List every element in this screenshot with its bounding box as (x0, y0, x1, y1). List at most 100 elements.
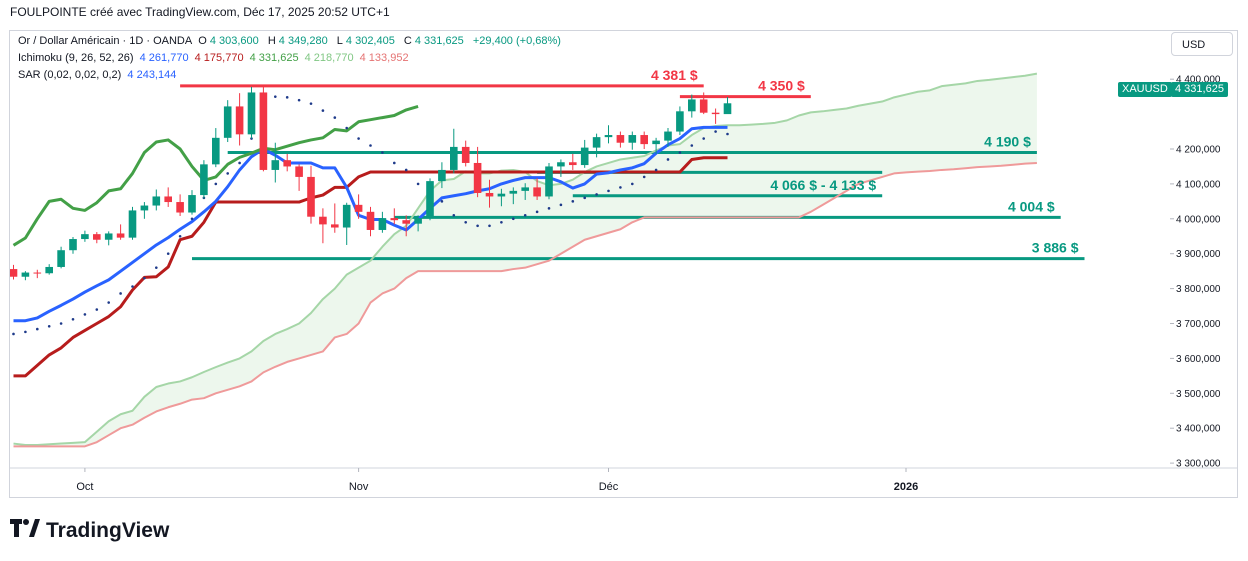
candle-body (354, 204, 363, 212)
symbol-name[interactable]: Or / Dollar Américain · 1D · OANDA (18, 35, 193, 47)
candle-body (235, 106, 244, 135)
candle-body (152, 196, 161, 206)
candle-body (10, 269, 18, 277)
y-tick-label: 4 100,000 (1176, 179, 1221, 190)
sar-dot (155, 266, 158, 269)
sar-dot (238, 161, 241, 165)
sar-dot (309, 102, 313, 105)
y-tick-label: 3 400,000 (1176, 424, 1221, 435)
candle-body (57, 250, 65, 267)
candle-body (711, 112, 720, 115)
ichimoku-spanb-value: 4 133,952 (359, 52, 409, 64)
candle-body (21, 272, 30, 277)
tradingview-logo-icon (10, 519, 40, 543)
candle-body (140, 205, 149, 211)
candle-body (223, 106, 232, 138)
chart-frame[interactable] (9, 30, 1238, 498)
candle-body (128, 210, 137, 238)
candle-body (723, 103, 732, 115)
sar-dot (83, 313, 87, 316)
candle-body (69, 239, 77, 251)
candle-body (212, 137, 220, 165)
sar-dot (535, 210, 539, 214)
y-tick-label: 3 600,000 (1176, 354, 1221, 365)
sar-dot (143, 276, 146, 280)
sar-dot (702, 137, 705, 140)
candle-body (259, 92, 268, 170)
sar-dot (619, 186, 622, 189)
chart-header: FOULPOINTE créé avec TradingView.com, Dé… (10, 5, 390, 19)
sar-dot (690, 144, 694, 147)
sar-dot (166, 252, 170, 255)
sar-dot (642, 175, 646, 179)
x-tick-label: 2026 (894, 481, 918, 493)
y-tick-label: 3 900,000 (1176, 249, 1221, 260)
candle-body (688, 99, 696, 112)
candle-body (247, 92, 256, 135)
sar-dot (274, 95, 277, 98)
candle-body (295, 166, 303, 177)
ichimoku-label[interactable]: Ichimoku (9, 26, 52, 26) (18, 52, 134, 64)
x-tick-label: Déc (599, 481, 619, 493)
symbol-price-tag: XAUUSD (1118, 82, 1172, 97)
candle-body (580, 147, 589, 166)
candle-body (188, 195, 196, 213)
sar-dot (333, 116, 337, 119)
sar-dot (393, 161, 396, 165)
candle-body (664, 131, 672, 141)
level-label-6: 3 886 $ (1032, 240, 1079, 256)
candle-body (438, 169, 446, 182)
sar-dot (726, 132, 729, 136)
y-tick-label: 3 700,000 (1176, 319, 1221, 330)
sar-dot (631, 182, 634, 186)
sar-dot (452, 214, 456, 217)
candle-body (640, 135, 648, 145)
candle-body (45, 266, 53, 274)
x-tick-label: Nov (349, 481, 369, 493)
ichimoku-chikou-value: 4 331,625 (249, 52, 299, 64)
sar-dot (464, 220, 468, 224)
candle-body (33, 272, 42, 274)
sar-dot (71, 318, 75, 321)
candle-body (390, 218, 399, 221)
sar-dot (178, 234, 182, 238)
candle-body (176, 202, 184, 213)
sar-dot (369, 144, 372, 147)
candle-body (545, 166, 553, 197)
sar-dot (666, 158, 670, 161)
tradingview-logo[interactable]: TradingView (10, 519, 169, 543)
sar-dot (571, 200, 575, 203)
sar-dot (583, 196, 586, 200)
ichimoku-legend[interactable]: Ichimoku (9, 26, 52, 26) 4 261,770 4 175… (18, 52, 412, 64)
sar-legend[interactable]: SAR (0,02, 0,02, 0,2) 4 243,144 (18, 69, 179, 81)
ichimoku-spana-value: 4 218,770 (304, 52, 354, 64)
y-tick-label: 4 400,000 (1176, 75, 1221, 86)
x-tick-label: Oct (76, 481, 93, 493)
sar-dot (59, 322, 63, 325)
y-tick-label: 4 000,000 (1176, 214, 1221, 225)
tradingview-logo-text: TradingView (46, 519, 170, 542)
candle-body (81, 234, 89, 240)
candle-body (616, 135, 625, 143)
sar-dot (321, 109, 325, 112)
ohlc-change: +29,400 (+0,68%) (472, 35, 561, 47)
currency-button[interactable]: USD (1171, 32, 1233, 56)
sar-dot (226, 172, 229, 175)
sar-dot (214, 182, 218, 186)
level-label-1: 4 350 $ (758, 78, 805, 94)
sar-label[interactable]: SAR (0,02, 0,02, 0,2) (18, 69, 122, 81)
candle-body (676, 111, 684, 132)
candle-body (283, 160, 291, 167)
level-label-4: 4 066 $ - 4 133 $ (770, 177, 876, 193)
sar-dot (12, 332, 15, 336)
candle-body (592, 137, 601, 148)
sar-dot (119, 292, 122, 295)
sar-dot (440, 200, 444, 203)
y-tick-label: 4 200,000 (1176, 145, 1221, 156)
sar-dot (595, 193, 598, 196)
candle-body (271, 160, 280, 170)
